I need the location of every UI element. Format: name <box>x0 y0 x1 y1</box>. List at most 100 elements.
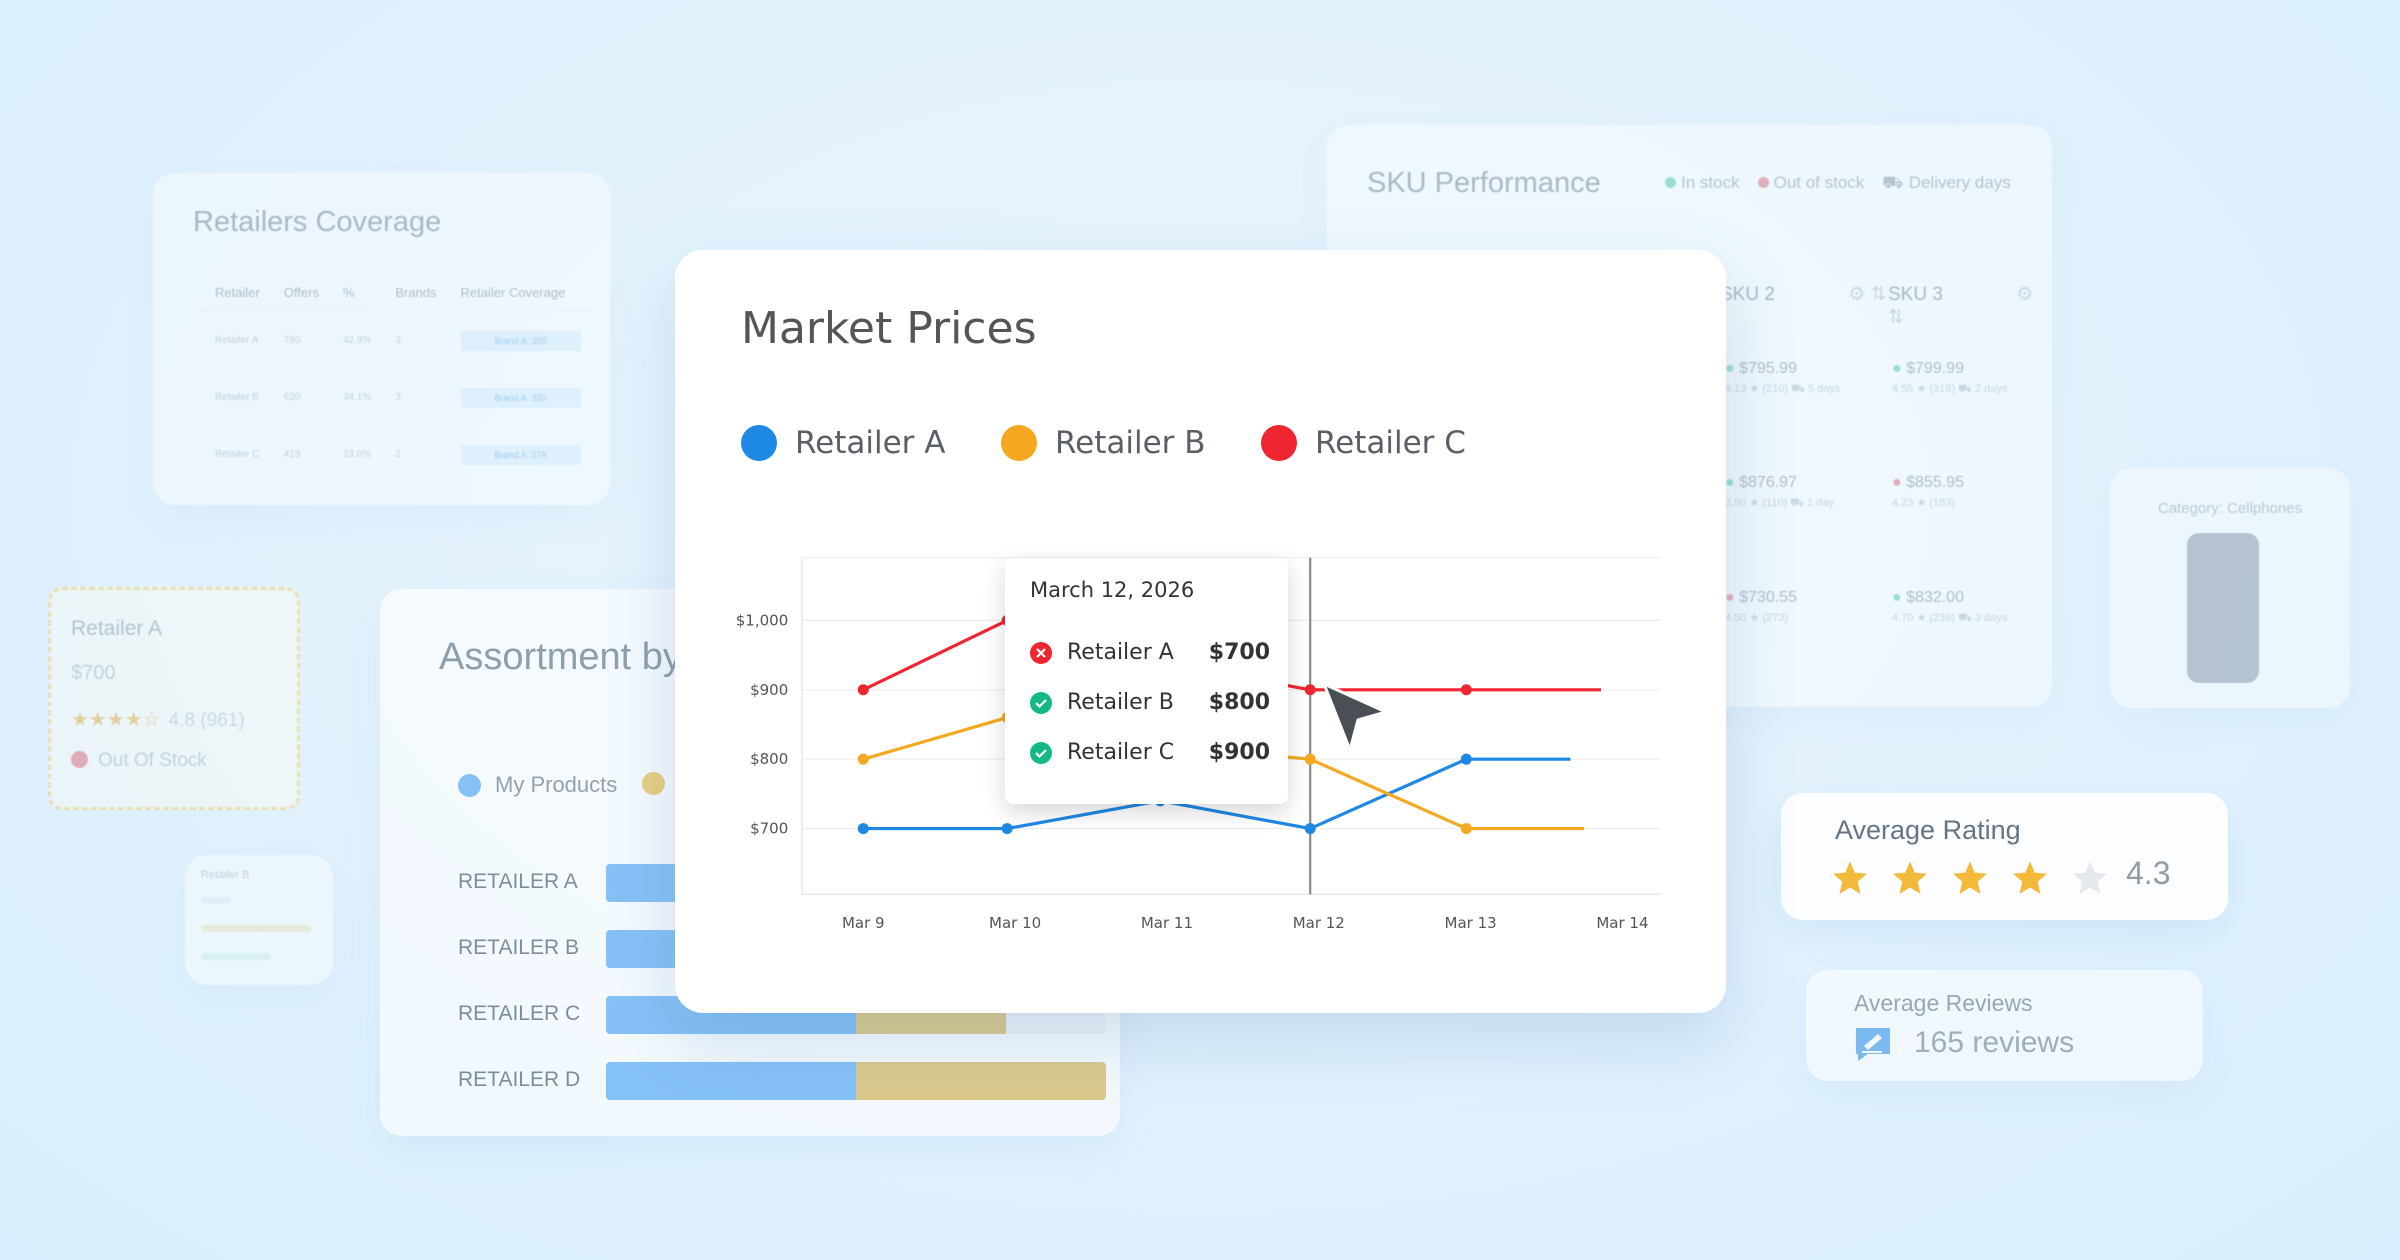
sku-meta: 4.55 ★ (318) ⛟ 2 days <box>1892 383 2008 395</box>
check-circle-icon <box>1030 741 1052 764</box>
legend-dot-icon <box>1261 425 1297 461</box>
sku-cell: ● $799.99 4.55 ★ (318) ⛟ 2 days <box>1892 360 2007 397</box>
data-point <box>1001 823 1013 835</box>
out-of-stock-icon <box>71 751 88 768</box>
sku-cell: ● $832.00 4.70 ★ (236) ⛟ 3 days <box>1892 589 2007 626</box>
average-reviews-card: Average Reviews 165 reviews <box>1806 970 2203 1081</box>
category-label: Category: Cellphones <box>2157 500 2303 517</box>
x-tick-label: Mar 9 <box>842 914 885 932</box>
rating-stars: ★★★★☆ 4.8 (961) <box>71 707 245 732</box>
tooltip-retailer: Retailer C <box>1067 740 1175 765</box>
retailers-coverage-table: Retailer Offers % Brands Retailer Covera… <box>203 273 593 483</box>
tooltip-price: $800 <box>1208 690 1270 715</box>
data-point <box>1460 823 1472 835</box>
retailers-coverage-card: Retailers Coverage Retailer Offers % Bra… <box>153 173 610 505</box>
legend-label: Out of stock <box>1773 173 1865 192</box>
cell-coverage: Brand A: 320 <box>449 369 593 426</box>
placeholder-stock <box>201 953 271 960</box>
x-tick-label: Mar 12 <box>1293 914 1345 932</box>
cell-pct: 34.1% <box>342 392 372 403</box>
retailer-b-card: Retailer B <box>185 855 333 985</box>
x-tick-label: Mar 13 <box>1445 914 1497 932</box>
legend-dot-icon <box>1001 425 1037 461</box>
table-row: Retailer C 419 23.0% 2 Brand A: 279 <box>203 426 593 483</box>
sku-price: $832.00 <box>1906 589 1964 606</box>
sku-performance-title: SKU Performance <box>1367 167 1601 199</box>
retailer-price: $700 <box>71 662 116 684</box>
market-prices-title: Market Prices <box>741 303 1037 354</box>
cell-offers: 419 <box>283 449 301 460</box>
y-tick-label: $900 <box>750 681 788 699</box>
stock-status: Out Of Stock <box>71 750 207 772</box>
star-icon <box>1893 861 1927 894</box>
legend-dot-icon <box>741 425 777 461</box>
tooltip-retailer: Retailer B <box>1067 690 1174 715</box>
settings-icon[interactable]: ⚙ ⇅ <box>1888 284 2034 328</box>
sku-meta: 4.13 ★ (210) ⛟ 5 days <box>1725 383 1841 395</box>
check-circle-icon <box>1030 691 1052 714</box>
col-retailer: Retailer <box>203 273 272 312</box>
data-point <box>857 753 869 765</box>
cell-brands: 2 <box>395 449 401 460</box>
settings-icon[interactable]: ⚙ ⇅ <box>1848 284 1887 305</box>
sku-column-header[interactable]: SKU 3 ⚙ ⇅ <box>1888 283 2052 329</box>
sku-legend: In stock Out of stock ⛟ Delivery days <box>1665 173 2011 195</box>
average-rating-card: Average Rating 4.3 <box>1781 793 2228 920</box>
market-prices-card: Market Prices Retailer A Retailer B Reta… <box>675 250 1726 1013</box>
legend-label: Retailer C <box>1315 425 1466 461</box>
in-stock-icon: ● <box>1892 589 1902 606</box>
cell-retailer: Retailer C <box>215 449 260 460</box>
chart-tooltip: March 12, 2026 Retailer A $700 Retailer … <box>1005 558 1288 804</box>
col-pct: % <box>330 273 384 312</box>
legend-retailer-b[interactable]: Retailer B <box>1001 425 1206 461</box>
x-circle-icon <box>1030 641 1052 664</box>
legend-my-products: My Products <box>458 772 617 798</box>
legend-retailer-a[interactable]: Retailer A <box>741 425 945 461</box>
star-icons: ★★★★☆ <box>71 709 161 731</box>
retailer-name: Retailer A <box>71 617 163 640</box>
tooltip-row: Retailer A $700 <box>1030 640 1270 665</box>
retailers-coverage-title: Retailers Coverage <box>193 206 442 238</box>
sku-column-header[interactable]: SKU 2 ⚙ ⇅ <box>1720 283 1886 306</box>
y-tick-label: $800 <box>750 750 788 768</box>
legend-delivery-days: ⛟ Delivery days <box>1882 173 2010 195</box>
coverage-bar: Brand A: 320 <box>460 387 581 408</box>
assortment-title: Assortment by <box>439 636 682 678</box>
cell-retailer: Retailer A <box>215 335 259 346</box>
average-rating-title: Average Rating <box>1835 815 2021 845</box>
x-tick-label: Mar 11 <box>1141 914 1193 932</box>
truck-icon: ⛟ <box>1882 173 1904 192</box>
data-point <box>1304 823 1316 835</box>
market-prices-chart[interactable]: $700 $800 $900 $1,000 Mar 9 Mar 10 Mar 11 Mar 1… <box>675 250 1726 1013</box>
cell-coverage: Brand A: 279 <box>449 426 593 483</box>
data-point <box>1460 684 1472 696</box>
my-products-bar <box>606 1062 856 1100</box>
rating-text: 4.8 (961) <box>168 710 245 731</box>
series-line-retailer-a <box>863 757 1571 831</box>
legend-label: Retailer A <box>795 425 946 461</box>
rating-stars <box>1831 859 2109 897</box>
cell-retailer: Retailer B <box>215 392 259 403</box>
tooltip-row: Retailer B $800 <box>1030 690 1270 715</box>
assortment-row-label: RETAILER C <box>458 1002 581 1025</box>
data-point <box>1460 753 1472 765</box>
review-icon <box>1856 1028 1890 1061</box>
tooltip-price: $700 <box>1208 640 1270 665</box>
column-label: SKU 2 <box>1720 284 1775 305</box>
legend-retailer-c[interactable]: Retailer C <box>1261 425 1466 461</box>
my-products-dot-icon <box>458 773 481 797</box>
table-row: Retailer B 620 34.1% 3 Brand A: 320 <box>203 369 593 426</box>
out-of-stock-icon <box>1757 177 1769 188</box>
cell-pct: 42.9% <box>342 335 372 346</box>
sku-price: $730.55 <box>1739 589 1797 606</box>
cell-coverage: Brand A: 350 <box>449 312 593 370</box>
tooltip-row: Retailer C $900 <box>1030 740 1270 765</box>
placeholder-stars <box>201 925 311 932</box>
tooltip-retailer: Retailer A <box>1067 640 1174 665</box>
out-of-stock-icon: ● <box>1725 589 1735 606</box>
x-tick-label: Mar 14 <box>1596 914 1648 932</box>
in-stock-icon: ● <box>1725 474 1735 491</box>
col-brands: Brands <box>383 273 449 312</box>
coverage-bar: Brand A: 279 <box>460 444 581 465</box>
col-offers: Offers <box>271 273 331 312</box>
